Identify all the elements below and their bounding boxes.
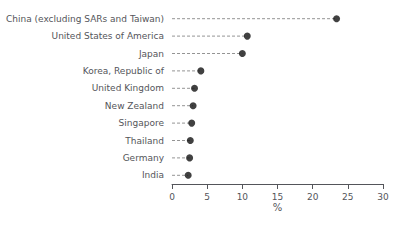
svg-text:Germany: Germany: [123, 153, 165, 163]
svg-text:20: 20: [307, 192, 319, 202]
svg-text:India: India: [142, 170, 164, 180]
svg-text:15: 15: [272, 192, 283, 202]
svg-text:10: 10: [237, 192, 249, 202]
svg-text:New Zealand: New Zealand: [105, 101, 164, 111]
svg-text:United Kingdom: United Kingdom: [92, 83, 164, 93]
svg-text:5: 5: [204, 192, 210, 202]
svg-text:Singapore: Singapore: [119, 118, 165, 128]
svg-text:%: %: [273, 202, 283, 213]
svg-text:Thailand: Thailand: [124, 136, 164, 146]
svg-text:China (excluding SARs and Taiw: China (excluding SARs and Taiwan): [6, 14, 164, 24]
svg-text:United States of America: United States of America: [52, 31, 164, 41]
svg-text:Korea, Republic of: Korea, Republic of: [83, 66, 165, 76]
svg-text:25: 25: [342, 192, 353, 202]
svg-text:0: 0: [169, 192, 175, 202]
svg-text:30: 30: [377, 192, 389, 202]
svg-text:Japan: Japan: [138, 49, 164, 59]
